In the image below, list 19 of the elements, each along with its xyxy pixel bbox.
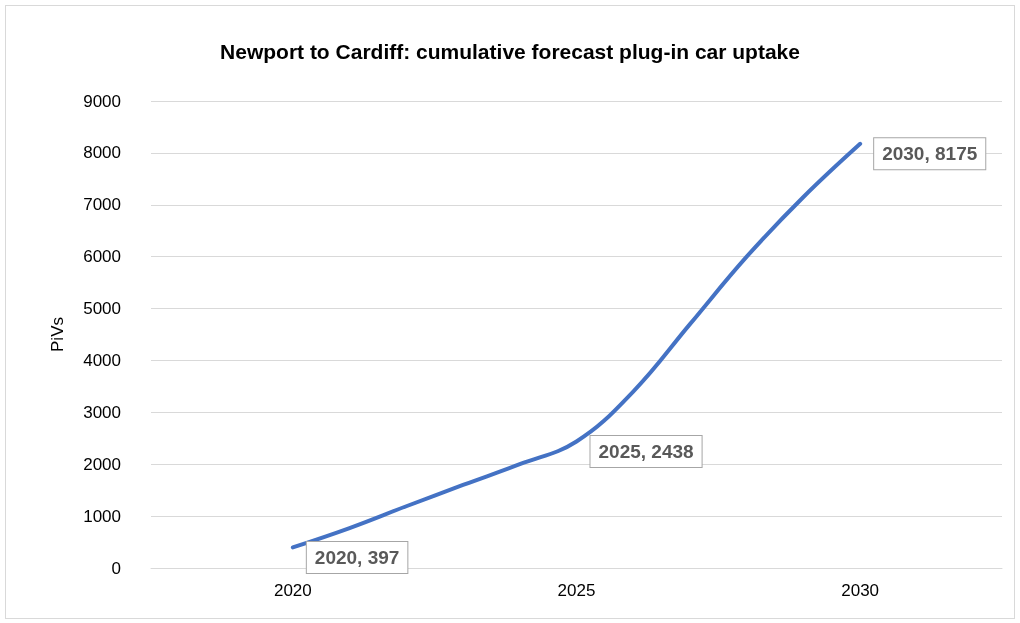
y-tick-label: 8000: [83, 143, 121, 163]
y-tick-label: 4000: [83, 350, 121, 370]
line-series: [290, 141, 863, 550]
y-tick-label: 9000: [83, 91, 121, 111]
data-label: 2025, 2438: [598, 440, 694, 462]
y-tick-label: 6000: [83, 247, 121, 267]
y-tick-label: 5000: [83, 299, 121, 319]
y-tick-label: 7000: [83, 195, 121, 215]
y-tick-label: 0: [111, 558, 121, 578]
y-axis-title: PiVs: [48, 317, 67, 352]
y-tick-label: 3000: [83, 402, 121, 422]
x-tick-label: 2025: [557, 581, 596, 600]
data-label: 2030, 8175: [882, 143, 978, 165]
data-label: 2020, 397: [314, 546, 400, 568]
chart-title: Newport to Cardiff: cumulative forecast plug-in car uptake: [220, 40, 800, 63]
x-tick-label: 2030: [841, 581, 880, 600]
x-tick-label: 2020: [273, 581, 312, 600]
y-tick-label: 2000: [83, 454, 121, 474]
y-tick-label: 1000: [83, 506, 121, 526]
